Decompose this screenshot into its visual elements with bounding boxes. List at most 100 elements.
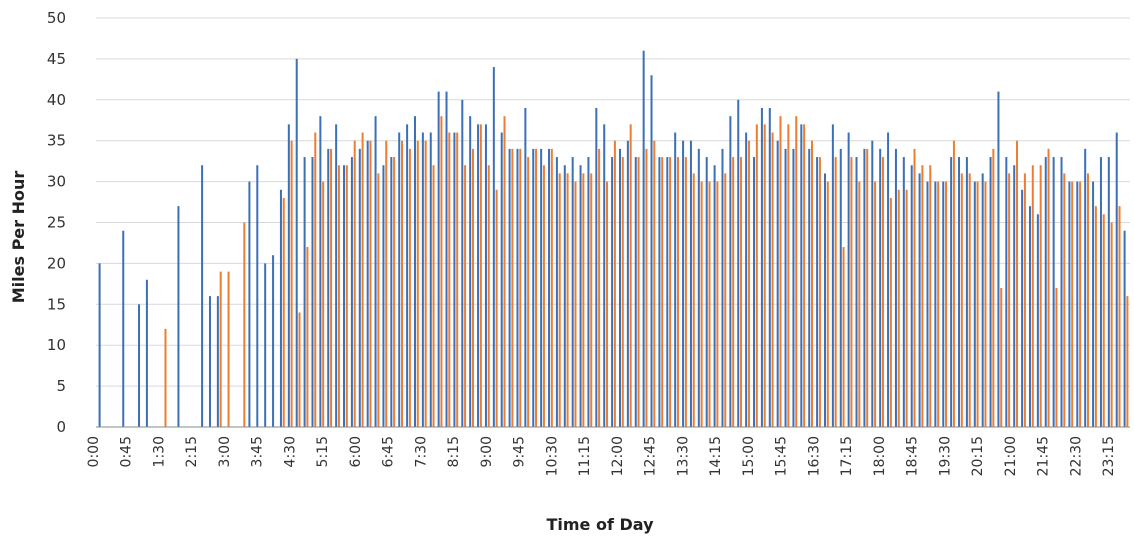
bar-series-2 [661, 157, 664, 427]
bar-series-2 [629, 124, 632, 427]
bar-series-1 [1052, 157, 1055, 427]
bar-series-1 [1028, 206, 1031, 427]
x-tick-label: 16:30 [806, 436, 822, 476]
bar-series-1 [831, 124, 834, 427]
bar-series-2 [1047, 148, 1050, 427]
bar-series-1 [776, 140, 779, 427]
bar-series-1 [618, 148, 621, 427]
bar-series-1 [658, 157, 661, 427]
bar-series-1 [847, 132, 850, 427]
x-tick-label: 23:15 [1101, 436, 1117, 476]
bar-series-2 [1055, 287, 1058, 427]
bar-series-2 [369, 140, 372, 427]
bar-series-2 [1000, 287, 1003, 427]
bar-series-1 [248, 181, 251, 427]
bar-series-2 [1016, 140, 1019, 427]
bar-series-2 [755, 124, 758, 427]
bar-series-2 [803, 124, 806, 427]
bar-series-2 [424, 140, 427, 427]
bar-series-1 [823, 173, 826, 427]
bar-series-1 [682, 140, 685, 427]
bar-series-1 [1068, 181, 1071, 427]
x-tick-label: 1:30 [151, 436, 167, 467]
bar-series-1 [666, 157, 669, 427]
bar-series-2 [598, 148, 601, 427]
x-tick-label: 5:15 [315, 436, 331, 467]
bar-series-2 [1094, 206, 1097, 427]
bar-series-2 [306, 247, 309, 427]
bar-series-2 [330, 148, 333, 427]
bar-series-1 [216, 296, 219, 427]
bar-series-1 [713, 165, 716, 428]
bar-series-1 [256, 165, 259, 428]
x-tick-label: 21:45 [1036, 436, 1052, 476]
bar-series-1 [1044, 157, 1047, 427]
bar-series-1 [540, 148, 543, 427]
bar-series-1 [1036, 214, 1039, 427]
bar-series-1 [1021, 189, 1024, 427]
bar-series-1 [603, 124, 606, 427]
bar-series-1 [587, 157, 590, 427]
bar-series-1 [674, 132, 677, 427]
bar-series-2 [574, 181, 577, 427]
bar-series-2 [747, 140, 750, 427]
bar-series-2 [1102, 214, 1105, 427]
bar-series-2 [1071, 181, 1074, 427]
x-tick-label: 12:00 [610, 436, 626, 476]
bar-series-2 [401, 140, 404, 427]
bar-series-2 [479, 124, 482, 427]
y-tick-label: 5 [56, 377, 66, 395]
bar-series-2 [960, 173, 963, 427]
x-tick-label: 17:15 [839, 436, 855, 476]
bar-series-1 [689, 140, 692, 427]
bar-series-2 [464, 165, 467, 428]
bar-series-1 [477, 124, 480, 427]
bar-series-2 [684, 157, 687, 427]
bar-series-1 [264, 263, 267, 427]
bar-series-2 [487, 165, 490, 428]
bar-series-1 [122, 230, 125, 427]
bar-series-2 [763, 124, 766, 427]
x-tick-label: 6:45 [381, 436, 397, 467]
bar-series-1 [445, 91, 448, 428]
bar-series-2 [393, 157, 396, 427]
bar-series-1 [926, 181, 929, 427]
bar-series-2 [377, 173, 380, 427]
bar-series-2 [811, 140, 814, 427]
bar-series-2 [503, 116, 506, 427]
bar-series-1 [1005, 157, 1008, 427]
bar-series-1 [335, 124, 338, 427]
bar-series-2 [282, 197, 285, 427]
bar-series-1 [753, 157, 756, 427]
bar-series-1 [453, 132, 456, 427]
bar-series-2 [952, 140, 955, 427]
y-tick-label: 20 [47, 254, 66, 272]
bar-series-2 [448, 132, 451, 427]
y-axis-title: Miles Per Hour [9, 171, 28, 304]
bar-series-2 [653, 140, 656, 427]
bar-series-1 [390, 157, 393, 427]
bar-series-2 [708, 181, 711, 427]
x-tick-label: 19:30 [937, 436, 953, 476]
bar-series-1 [287, 124, 290, 427]
y-tick-label: 45 [47, 50, 66, 68]
y-tick-label: 25 [47, 214, 66, 232]
bar-series-1 [902, 157, 905, 427]
bar-series-1 [934, 181, 937, 427]
bar-series-2 [542, 165, 545, 428]
bar-series-1 [973, 181, 976, 427]
x-tick-label: 2:15 [184, 436, 200, 467]
bar-series-1 [887, 132, 890, 427]
bar-series-2 [314, 132, 317, 427]
bars [98, 50, 1129, 428]
bar-series-2 [676, 157, 679, 427]
bar-series-2 [716, 181, 719, 427]
bar-series-1 [1099, 157, 1102, 427]
bar-series-1 [429, 132, 432, 427]
bar-series-2 [1023, 173, 1026, 427]
bar-series-2 [606, 181, 609, 427]
bar-series-1 [516, 148, 519, 427]
bar-series-1 [705, 157, 708, 427]
bar-series-1 [650, 75, 653, 427]
bar-series-1 [1060, 157, 1063, 427]
